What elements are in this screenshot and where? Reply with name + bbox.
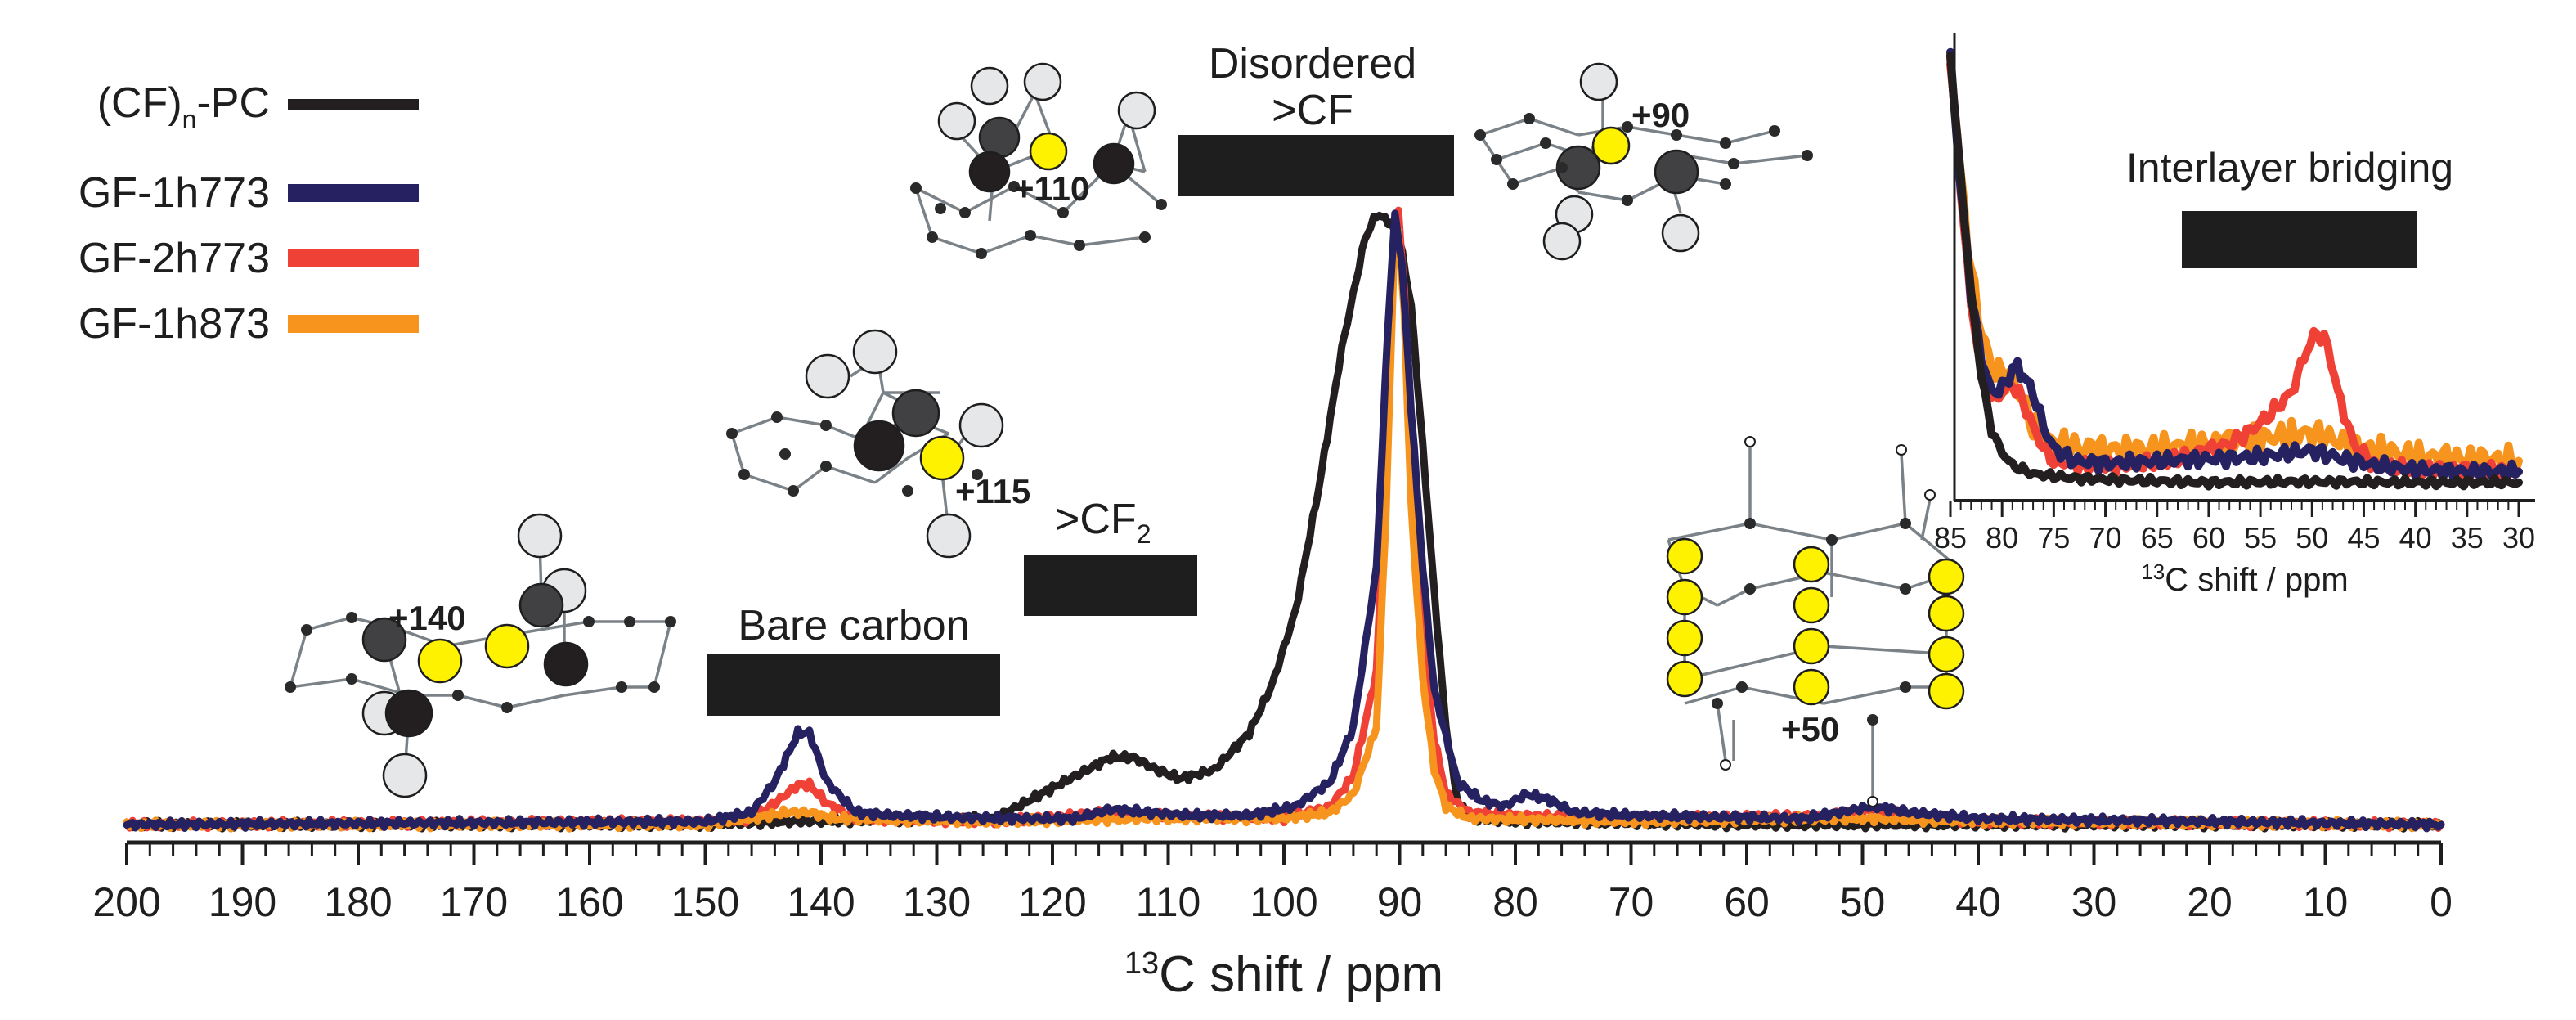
inset-x-axis-title-text: C shift / ppm — [2165, 562, 2349, 598]
inset-tick-label: 50 — [2296, 521, 2328, 555]
structure-label-140: +140 — [388, 599, 466, 637]
x-tick-label: 40 — [1955, 879, 2001, 925]
x-tick-label: 180 — [324, 879, 392, 925]
inset-chart: Interlayer bridging 85 80 75 70 65 60 55 50 45 40… — [1934, 33, 2535, 598]
legend-label-gf-1h873: GF-1h873 — [79, 300, 270, 348]
structure-label-115: +115 — [955, 472, 1030, 510]
x-tick-label: 20 — [2187, 879, 2233, 925]
legend-label-cf-pc: (CF)n-PC — [97, 79, 270, 134]
x-tick-label: 30 — [2071, 879, 2117, 925]
x-tick-label: 140 — [787, 879, 855, 925]
x-tick-label: 10 — [2303, 879, 2349, 925]
x-axis: 200 190 180 170 160 150 140 130 120 110 100 90 80 70 6… — [92, 840, 2453, 1003]
x-tick-label: 90 — [1377, 879, 1423, 925]
inset-title: Interlayer bridging — [2126, 145, 2453, 191]
x-tick-label: 0 — [2430, 879, 2453, 925]
x-tick-label: 150 — [671, 879, 739, 925]
inset-series-line--cf-n-pc — [1946, 52, 2523, 491]
x-axis-title-sup: 13 — [1124, 946, 1159, 981]
x-axis-ticks: 200 190 180 170 160 150 140 130 120 110 100 90 80 70 6… — [92, 843, 2453, 925]
inset-tick-label: 35 — [2451, 521, 2484, 555]
structure-140-icon: +140 — [285, 513, 676, 798]
legend: (CF)n-PC GF-1h773 GF-2h773 GF-1h873 — [79, 79, 419, 348]
legend-label-sub: n — [182, 105, 197, 134]
x-tick-label: 170 — [440, 879, 508, 925]
x-tick-label: 70 — [1609, 879, 1654, 925]
x-tick-label: 130 — [903, 879, 971, 925]
series-line-gf-1h773 — [123, 209, 2445, 833]
x-tick-label: 200 — [92, 879, 160, 925]
region-bar-disordered-cf — [1178, 135, 1454, 196]
x-axis-title: 13C shift / ppm — [1124, 946, 1443, 1003]
inset-x-axis-title: 13C shift / ppm — [2141, 559, 2348, 598]
annotation-cf: >CF — [1272, 87, 1353, 134]
legend-label-part: GF-1h773 — [79, 169, 270, 217]
inset-tick-label: 30 — [2502, 521, 2535, 555]
structure-90-icon: +90 — [1474, 62, 1813, 261]
x-tick-label: 50 — [1840, 879, 1886, 925]
inset-tick-label: 85 — [1934, 521, 1967, 555]
annotation-cf2-main: >CF — [1055, 496, 1137, 543]
x-tick-label: 120 — [1018, 879, 1086, 925]
legend-label-part: GF-2h773 — [79, 235, 270, 282]
inset-tick-label: 45 — [2347, 521, 2380, 555]
inset-tick-label: 75 — [2037, 521, 2070, 555]
x-tick-label: 190 — [209, 879, 276, 925]
legend-label-gf-2h773: GF-2h773 — [79, 235, 270, 282]
annotation-cf2-sub: 2 — [1137, 519, 1151, 549]
x-tick-label: 100 — [1250, 879, 1317, 925]
legend-label-part: (CF) — [97, 79, 182, 127]
annotation-disordered: Disordered — [1209, 40, 1416, 88]
region-bar-cf2 — [1024, 555, 1197, 616]
structure-50-icon: +50 — [1666, 436, 1965, 807]
x-tick-label: 110 — [1136, 879, 1201, 925]
inset-tick-label: 70 — [2089, 521, 2122, 555]
series-line-gf-2h773 — [123, 206, 2445, 833]
structure-115-icon: +115 — [726, 329, 1030, 559]
structure-label-90: +90 — [1631, 96, 1690, 134]
x-axis-title-text: C shift / ppm — [1159, 946, 1443, 1003]
legend-label-gf-1h773: GF-1h773 — [79, 169, 270, 217]
legend-label-part: GF-1h873 — [79, 300, 270, 348]
region-bar-interlayer-bridging — [2182, 211, 2417, 268]
x-tick-label: 60 — [1724, 879, 1770, 925]
x-tick-label: 160 — [555, 879, 623, 925]
structure-label-50: +50 — [1781, 710, 1839, 748]
structure-110-icon: +110 — [910, 62, 1167, 259]
inset-tick-label: 60 — [2192, 521, 2225, 555]
structure-label-110: +110 — [1014, 169, 1089, 208]
legend-label-part: -PC — [196, 79, 270, 127]
x-tick-label: 80 — [1492, 879, 1538, 925]
annotation-bare-carbon: Bare carbon — [738, 602, 969, 649]
inset-tick-label: 80 — [1986, 521, 2018, 555]
inset-traces — [1946, 47, 2523, 491]
inset-series-line-gf-1h773 — [1946, 47, 2523, 483]
inset-x-axis-ticks: 85 80 75 70 65 60 55 50 45 40 35 30 — [1934, 501, 2535, 555]
main-traces — [123, 206, 2445, 833]
inset-x-axis-title-sup: 13 — [2141, 559, 2165, 584]
annotation-cf2: >CF2 — [1055, 496, 1151, 549]
region-bar-bare-carbon — [707, 654, 1000, 716]
inset-tick-label: 55 — [2244, 521, 2277, 555]
inset-tick-label: 65 — [2141, 521, 2174, 555]
inset-tick-label: 40 — [2399, 521, 2432, 555]
